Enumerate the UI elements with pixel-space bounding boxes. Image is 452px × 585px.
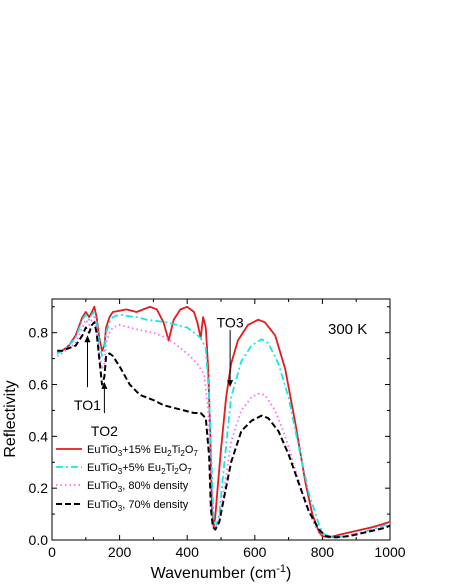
annotation-label: TO3: [217, 314, 244, 330]
legend-text-part: 3: [118, 504, 123, 513]
legend-entry: EuTiO3, 70% density: [87, 499, 189, 513]
axis-ticks: [51, 299, 391, 541]
legend-text-part: EuTiO: [87, 499, 118, 511]
legend-text-part: 3: [118, 449, 123, 458]
legend-text-part: EuTiO: [87, 462, 118, 474]
y-tick-label: 0.6: [29, 377, 49, 393]
legend-entry: EuTiO3+5% Eu2Ti2O7: [87, 462, 192, 476]
annotation-arrow-head: [84, 335, 91, 343]
legend-entry: EuTiO3, 80% density: [87, 480, 189, 494]
y-tick-label: 0.4: [29, 428, 49, 444]
series-line-4: [57, 321, 391, 539]
x-axis-label-main: Wavenumber (cm: [151, 565, 277, 582]
legend-text-part: Ti: [172, 444, 181, 456]
legend-text-part: EuTiO: [87, 480, 118, 492]
y-tick-label: 0.8: [29, 325, 49, 341]
y-tick-label: 0.0: [29, 532, 49, 548]
y-tick-label: 0.2: [29, 480, 49, 496]
temperature-label: 300 K: [328, 321, 367, 338]
x-axis-label: Wavenumber (cm-1): [151, 563, 292, 582]
legend-entry: EuTiO3+15% Eu2Ti2O7: [87, 444, 198, 458]
legend-text-part: O: [185, 444, 194, 456]
annotation-arrow-head: [227, 380, 234, 388]
x-tick-label: 0: [48, 544, 56, 560]
annotation-label: TO2: [91, 423, 118, 439]
legend-text-part: 3: [118, 485, 123, 494]
legend-text-part: +5% Eu: [122, 462, 161, 474]
legend-text-part: +15% Eu: [122, 444, 167, 456]
legend-text-part: 7: [187, 467, 192, 476]
legend-text-part: 2: [174, 467, 179, 476]
series-line-2: [56, 311, 391, 539]
x-tick-label: 400: [176, 544, 200, 560]
x-tick-label: 600: [243, 544, 267, 560]
legend-text-part: 2: [161, 467, 166, 476]
legend-text-part: 2: [167, 449, 172, 458]
y-tick-labels: 0.0 0.2 0.4 0.6 0.8: [29, 325, 49, 548]
x-axis-label-sup: -1: [276, 563, 286, 575]
legend-text-part: 2: [180, 449, 185, 458]
legend-text-part: Ti: [166, 462, 175, 474]
legend-text-part: , 80% density: [122, 480, 189, 492]
x-axis-label-end: ): [286, 565, 291, 582]
annotation-label: TO1: [74, 397, 101, 413]
legend-text-part: 7: [193, 449, 198, 458]
x-tick-label: 200: [108, 544, 132, 560]
x-tick-label: 1000: [374, 544, 405, 560]
legend-text-part: O: [179, 462, 188, 474]
y-axis-label: Reflectivity: [2, 380, 19, 457]
legend-text-part: EuTiO: [87, 444, 118, 456]
x-tick-labels: 0 200 400 600 800 1000: [48, 544, 406, 560]
annotations: TO1 TO2 TO3: [74, 314, 244, 439]
annotation-arrow-head: [101, 381, 108, 389]
legend-text-part: 3: [118, 467, 123, 476]
series-layer: [56, 305, 391, 539]
x-tick-label: 800: [311, 544, 335, 560]
legend-text-part: , 70% density: [122, 499, 189, 511]
